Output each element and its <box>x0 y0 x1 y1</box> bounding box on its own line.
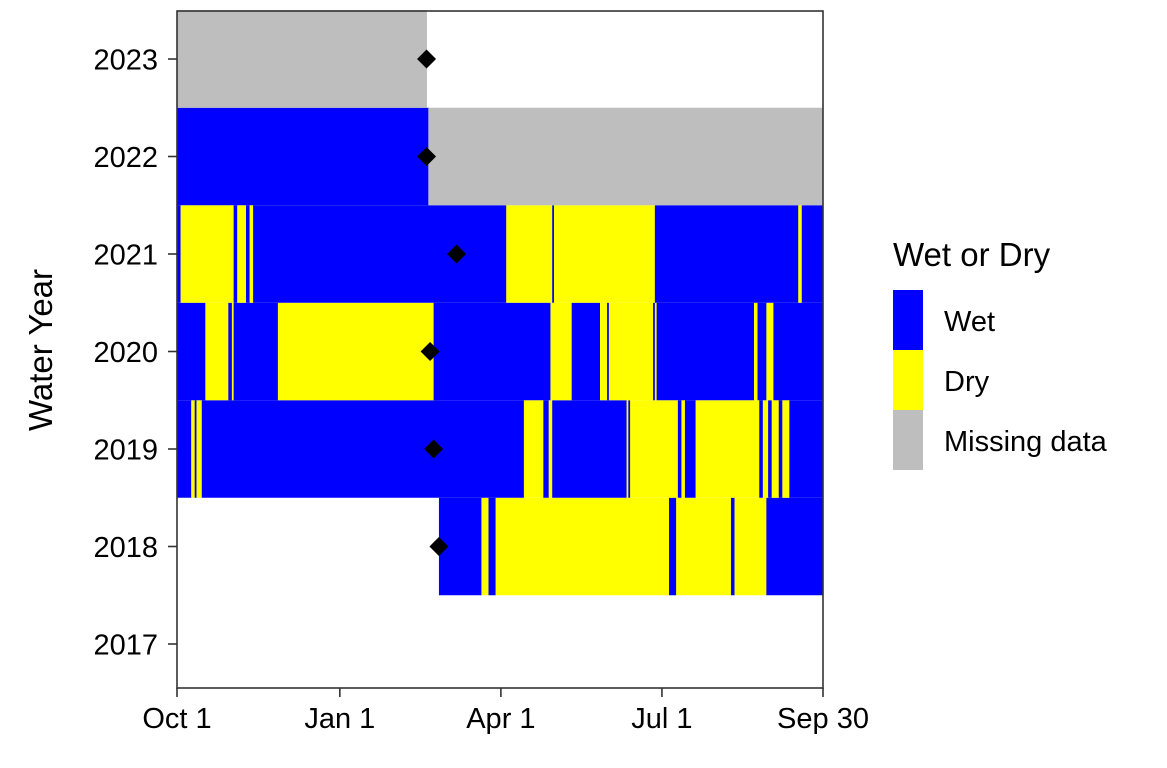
legend-label-missing: Missing data <box>944 426 1108 458</box>
segment-wet-2020-16 <box>757 302 767 401</box>
segment-wet-2019-4 <box>201 400 525 498</box>
segment-dry-2019-21 <box>782 400 790 498</box>
segment-wet-2021-8 <box>552 205 555 303</box>
marker-2022 <box>417 147 437 166</box>
segment-dry-2020-1 <box>205 302 229 401</box>
segment-dry-2021-7 <box>506 205 553 303</box>
segment-wet-2018-8 <box>766 497 824 596</box>
segment-wet-2019-12 <box>677 400 682 498</box>
segment-wet-2018-2 <box>488 497 496 596</box>
x-tick-label-3: Jul 1 <box>631 703 692 735</box>
legend: Wet or Dry Wet Dry Missing data <box>893 236 1108 470</box>
marker-layer <box>417 49 467 556</box>
segment-dry-2021-5 <box>249 205 254 303</box>
segment-wet-2020-8 <box>571 302 601 401</box>
segment-wet-2022-0 <box>177 107 429 206</box>
segment-wet-2020-14 <box>656 302 755 401</box>
segment-missing-2023-0 <box>177 10 427 108</box>
segment-dry-2019-15 <box>695 400 760 498</box>
segment-wet-2019-16 <box>759 400 764 498</box>
legend-key-dry <box>893 350 923 410</box>
segment-wet-2020-12 <box>653 302 656 401</box>
segment-wet-2019-10 <box>628 400 631 498</box>
legend-key-wet <box>893 290 923 350</box>
segment-dry-2020-11 <box>608 302 654 401</box>
segment-wet-2019-6 <box>543 400 550 498</box>
y-tick-label-2023: 2023 <box>93 45 158 77</box>
axes: Oct 1 Jan 1 Apr 1 Jul 1 Sep 30 2017 2018 2019 20… <box>93 45 868 736</box>
y-tick-label-2018: 2018 <box>93 532 158 564</box>
legend-title: Wet or Dry <box>893 236 1051 273</box>
segment-wet-2021-12 <box>801 205 824 303</box>
segment-dry-2020-9 <box>600 302 608 401</box>
segment-dry-2020-17 <box>766 302 774 401</box>
legend-label-wet: Wet <box>944 306 995 338</box>
segment-dry-2018-7 <box>734 497 767 596</box>
segment-wet-2020-2 <box>228 302 233 401</box>
segment-dry-2019-1 <box>191 400 196 498</box>
segment-wet-2019-8 <box>552 400 627 498</box>
segment-dry-2019-19 <box>771 400 780 498</box>
segment-wet-2020-0 <box>177 302 206 401</box>
segment-dry-2018-3 <box>495 497 670 596</box>
y-tick-label-2021: 2021 <box>93 240 158 272</box>
legend-label-dry: Dry <box>944 366 990 398</box>
segment-dry-2020-15 <box>753 302 758 401</box>
legend-key-missing <box>893 410 923 470</box>
segment-wet-2020-4 <box>233 302 279 401</box>
segment-dry-2019-7 <box>548 400 553 498</box>
x-tick-label-1: Jan 1 <box>304 703 375 735</box>
y-tick-label-2020: 2020 <box>93 337 158 369</box>
segment-wet-2019-22 <box>789 400 824 498</box>
marker-2020 <box>420 342 440 361</box>
y-tick-label-2022: 2022 <box>93 142 158 174</box>
segment-dry-2019-11 <box>630 400 679 498</box>
segment-dry-2021-3 <box>237 205 247 303</box>
segment-dry-2020-13 <box>654 302 658 401</box>
marker-2019 <box>424 439 444 459</box>
marker-2021 <box>447 244 467 264</box>
panel-border <box>176 10 824 689</box>
segment-wet-2019-20 <box>778 400 783 498</box>
segment-wet-2021-6 <box>253 205 507 303</box>
segment-dry-2021-9 <box>553 205 656 303</box>
segment-wet-2018-6 <box>730 497 735 596</box>
segment-dry-2018-5 <box>676 497 732 596</box>
plot-area <box>177 10 824 596</box>
segment-dry-2019-9 <box>626 400 629 498</box>
segment-dry-2018-1 <box>481 497 489 596</box>
segment-dry-2020-7 <box>550 302 573 401</box>
segment-wet-2019-2 <box>194 400 197 498</box>
segment-dry-2020-3 <box>231 302 235 401</box>
y-axis-title: Water Year <box>22 269 59 431</box>
segment-wet-2018-4 <box>669 497 677 596</box>
segment-wet-2021-2 <box>233 205 238 303</box>
segment-wet-2021-0 <box>177 205 181 303</box>
segment-wet-2019-18 <box>768 400 773 498</box>
segment-dry-2019-13 <box>681 400 686 498</box>
segment-dry-2019-17 <box>762 400 769 498</box>
segment-wet-2020-18 <box>773 302 824 401</box>
segment-dry-2019-3 <box>196 400 203 498</box>
segment-wet-2021-10 <box>654 205 799 303</box>
y-tick-label-2019: 2019 <box>93 435 158 467</box>
marker-2018 <box>429 537 449 556</box>
segment-dry-2020-5 <box>277 302 435 401</box>
segment-dry-2021-1 <box>180 205 235 303</box>
segment-wet-2019-14 <box>684 400 696 498</box>
segment-wet-2021-4 <box>246 205 250 303</box>
segment-missing-2022-1 <box>428 107 824 206</box>
segment-wet-2020-10 <box>607 302 610 401</box>
marker-2023 <box>417 49 437 69</box>
x-tick-label-0: Oct 1 <box>142 703 211 735</box>
segment-dry-2021-11 <box>798 205 803 303</box>
x-tick-label-4: Sep 30 <box>777 703 869 735</box>
segment-wet-2019-0 <box>177 400 192 498</box>
segment-wet-2020-6 <box>433 302 551 401</box>
segment-dry-2019-5 <box>523 400 544 498</box>
x-tick-label-2: Apr 1 <box>466 703 535 735</box>
y-tick-label-2017: 2017 <box>93 630 158 662</box>
